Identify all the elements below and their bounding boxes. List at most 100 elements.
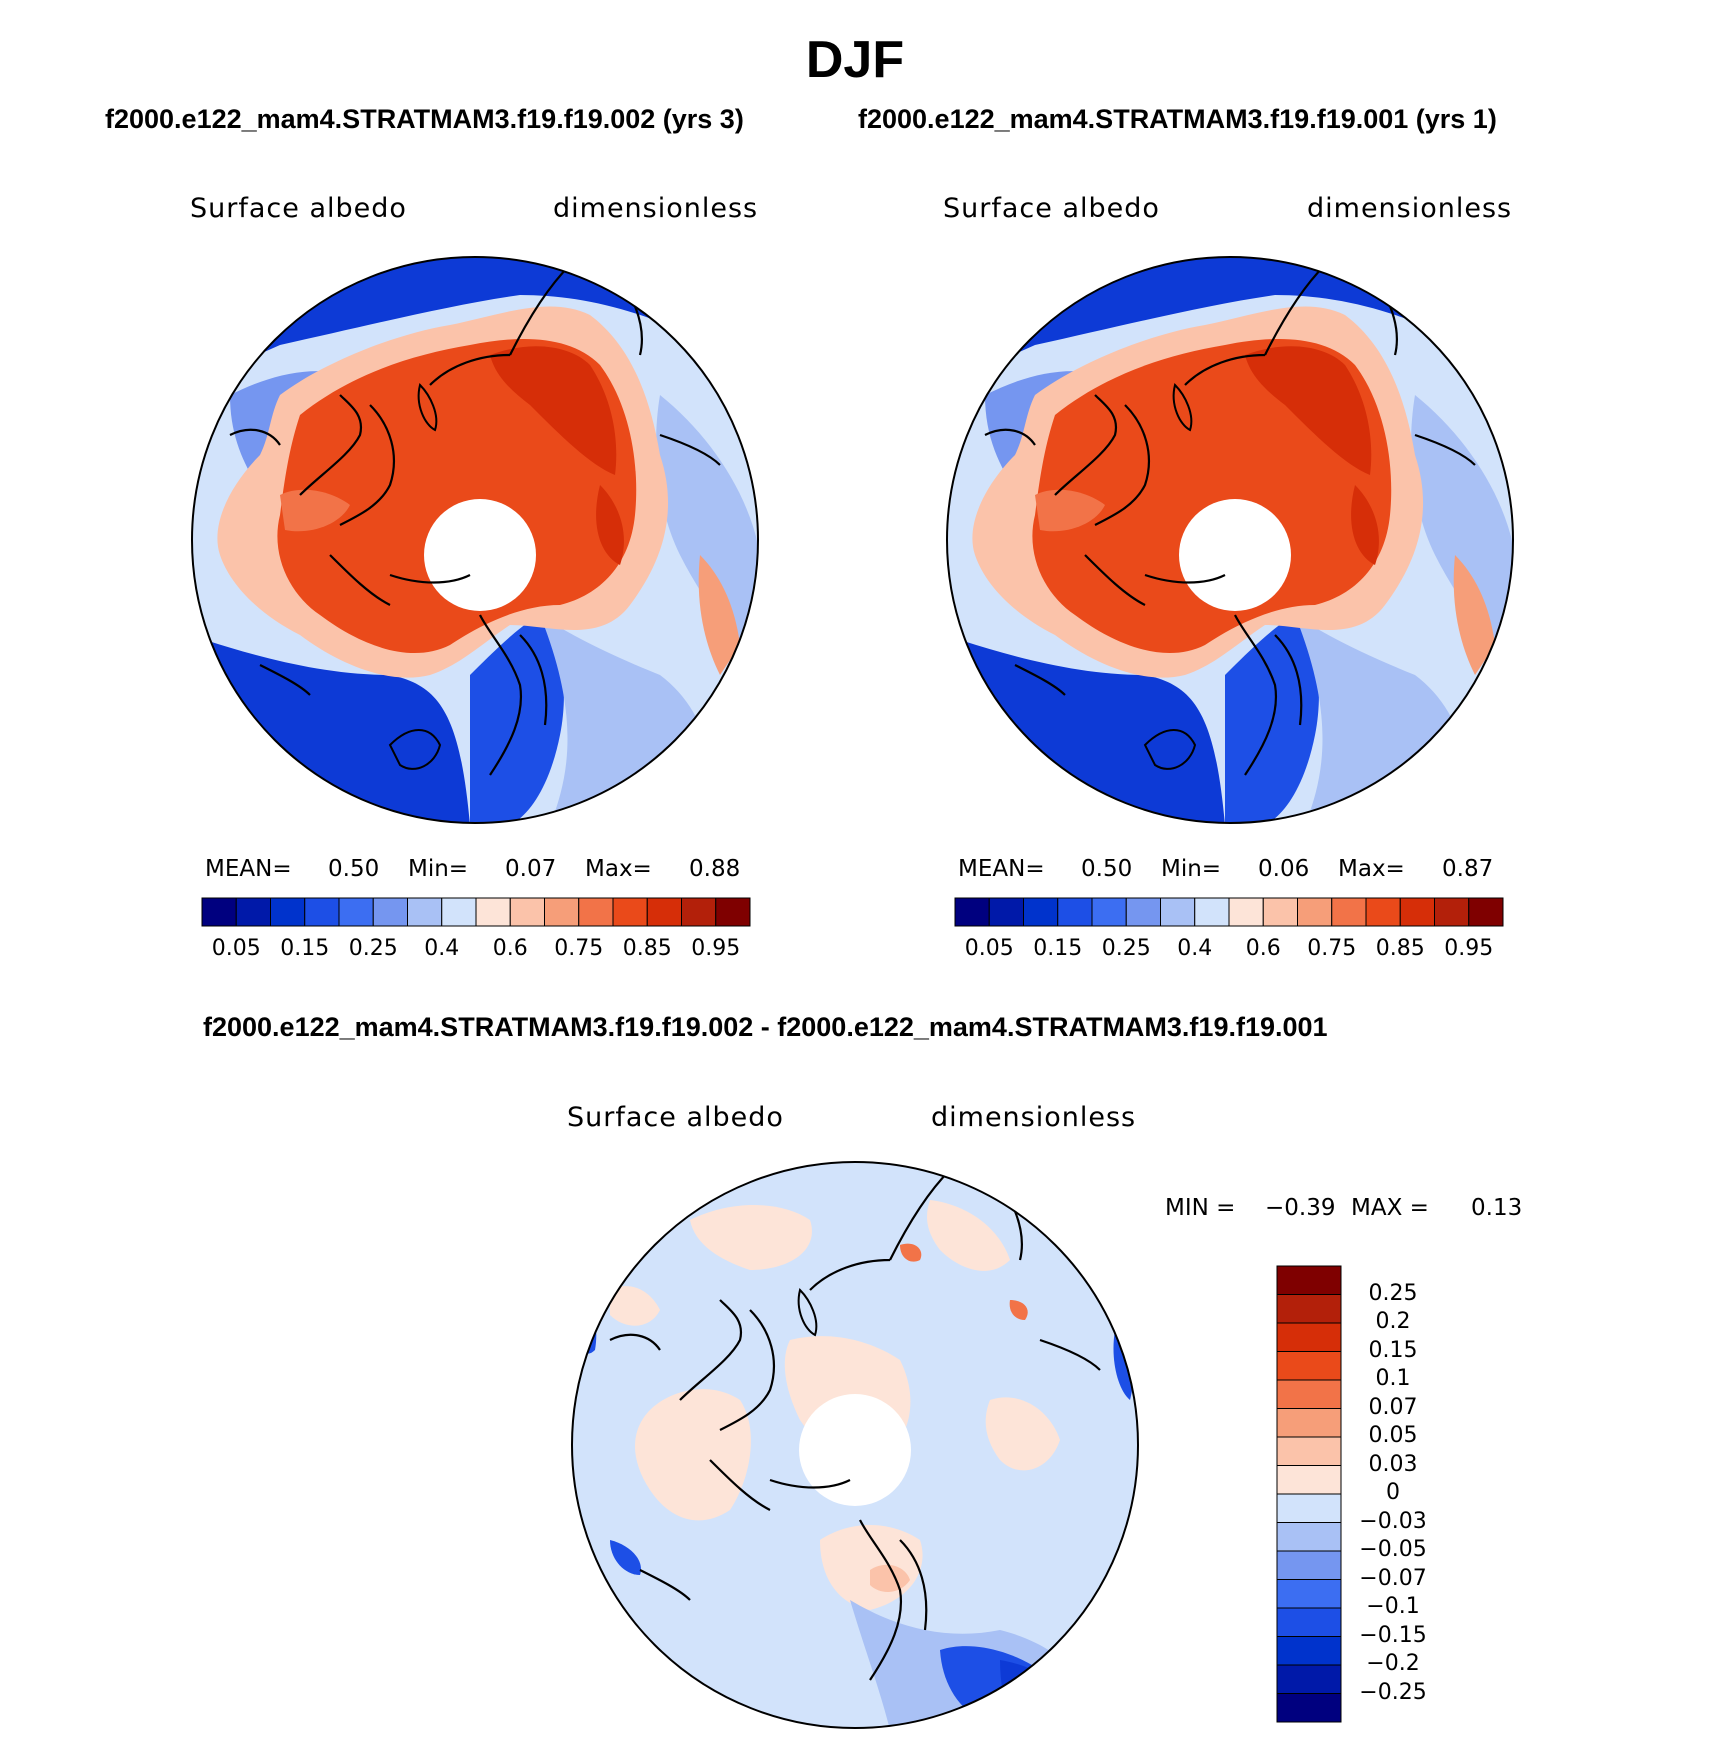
colorbar-swatch: [578, 897, 614, 927]
colorbar-tick-label: 0.05: [1368, 1423, 1418, 1448]
colorbar-case1: [201, 897, 751, 927]
colorbar-swatch: [1276, 1351, 1342, 1381]
case1-min-value: 0.07: [505, 856, 557, 882]
case2-mean-label: MEAN=: [958, 856, 1045, 882]
colorbar-swatch: [544, 897, 580, 927]
colorbar-swatch: [1276, 1379, 1342, 1409]
colorbar-tick-label: −0.03: [1359, 1508, 1427, 1534]
diff-variable-label: Surface albedo: [567, 1102, 784, 1133]
colorbar-swatch: [1276, 1664, 1342, 1694]
colorbar-swatch: [715, 897, 751, 927]
colorbar-swatch: [1276, 1465, 1342, 1495]
colorbar-tick-label: 0.4: [424, 936, 460, 961]
colorbar-tick-label: 0.95: [1444, 936, 1494, 961]
colorbar-tick-label: 0.95: [691, 936, 741, 961]
colorbar-swatch: [988, 897, 1024, 927]
colorbar-swatch: [646, 897, 682, 927]
colorbar-tick-label: 0.15: [1368, 1337, 1418, 1363]
polar-map-difference: [571, 1161, 1139, 1729]
colorbar-swatch: [1331, 897, 1367, 927]
diff-max-value: 0.13: [1471, 1195, 1523, 1221]
colorbar-case2-labels: 0.05 0.15 0.25 0.4 0.6 0.75 0.85 0.95: [955, 936, 1503, 966]
colorbar-swatch: [407, 897, 443, 927]
case1-mean-label: MEAN=: [205, 856, 292, 882]
colorbar-swatch: [1276, 1550, 1342, 1580]
colorbar-tick-label: 0.05: [211, 936, 261, 961]
case1-mean-value: 0.50: [328, 856, 380, 882]
colorbar-swatch: [1091, 897, 1127, 927]
diff-max-label: MAX =: [1351, 1195, 1429, 1221]
case2-mean-value: 0.50: [1081, 856, 1133, 882]
colorbar-swatch: [612, 897, 648, 927]
colorbar-tick-label: −0.2: [1366, 1651, 1420, 1676]
colorbar-swatch: [1276, 1636, 1342, 1666]
case1-max-label: Max=: [585, 856, 652, 882]
diff-title: f2000.e122_mam4.STRATMAM3.f19.f19.002 - …: [203, 1012, 1328, 1042]
colorbar-tick-label: −0.1: [1366, 1594, 1420, 1619]
colorbar-difference: [1276, 1265, 1342, 1723]
colorbar-tick-label: −0.05: [1359, 1537, 1427, 1562]
colorbar-tick-label: 0.6: [1245, 936, 1281, 961]
colorbar-swatch: [1276, 1522, 1342, 1552]
colorbar-swatch: [1434, 897, 1470, 927]
colorbar-case2: [954, 897, 1504, 927]
colorbar-swatch: [1276, 1607, 1342, 1637]
colorbar-swatch: [475, 897, 511, 927]
colorbar-swatch: [1297, 897, 1333, 927]
colorbar-tick-label: −0.15: [1359, 1622, 1427, 1648]
case2-min-label: Min=: [1161, 856, 1222, 882]
case2-min-value: 0.06: [1258, 856, 1310, 882]
case1-variable-label: Surface albedo: [190, 193, 407, 224]
colorbar-tick-label: 0.25: [1368, 1280, 1418, 1306]
case2-max-label: Max=: [1338, 856, 1405, 882]
colorbar-swatch: [1276, 1322, 1342, 1352]
case2-title: f2000.e122_mam4.STRATMAM3.f19.f19.001 (y…: [858, 104, 1497, 134]
colorbar-swatch: [1228, 897, 1264, 927]
colorbar-tick-label: 0.07: [1368, 1394, 1418, 1420]
colorbar-swatch: [304, 897, 340, 927]
colorbar-tick-label: 0.03: [1368, 1451, 1418, 1477]
colorbar-tick-label: 0.05: [964, 936, 1014, 961]
colorbar-tick-label: 0.4: [1177, 936, 1213, 961]
case2-variable-label: Surface albedo: [943, 193, 1160, 224]
page-title: DJF: [805, 31, 905, 89]
case1-min-label: Min=: [408, 856, 469, 882]
colorbar-swatch: [1276, 1408, 1342, 1438]
colorbar-swatch: [1160, 897, 1196, 927]
diff-min-value: −0.39: [1265, 1195, 1336, 1221]
polar-map-case1: [191, 256, 759, 824]
colorbar-tick-label: 0.25: [1101, 936, 1151, 961]
diff-units-label: dimensionless: [931, 1102, 1137, 1133]
colorbar-swatch: [1262, 897, 1298, 927]
colorbar-tick-label: 0.1: [1375, 1366, 1411, 1391]
colorbar-swatch: [954, 897, 990, 927]
colorbar-swatch: [681, 897, 717, 927]
case2-units-label: dimensionless: [1307, 193, 1513, 224]
colorbar-tick-label: 0.15: [1033, 936, 1083, 961]
colorbar-case1-labels: 0.05 0.15 0.25 0.4 0.6 0.75 0.85 0.95: [202, 936, 750, 966]
colorbar-swatch: [1365, 897, 1401, 927]
case1-max-value: 0.88: [689, 856, 741, 882]
colorbar-tick-label: 0.75: [554, 936, 604, 961]
colorbar-swatch: [338, 897, 374, 927]
colorbar-tick-label: 0.2: [1375, 1309, 1411, 1334]
colorbar-swatch: [1057, 897, 1093, 927]
colorbar-tick-label: 0.85: [1375, 936, 1425, 961]
colorbar-swatch: [235, 897, 271, 927]
colorbar-swatch: [1276, 1265, 1342, 1295]
polar-map-case2: [946, 256, 1514, 824]
colorbar-swatch: [1276, 1436, 1342, 1466]
case2-max-value: 0.87: [1442, 856, 1494, 882]
colorbar-swatch: [1276, 1294, 1342, 1324]
colorbar-swatch: [1276, 1493, 1342, 1523]
colorbar-swatch: [1023, 897, 1059, 927]
colorbar-tick-label: 0.15: [280, 936, 330, 961]
colorbar-swatch: [201, 897, 237, 927]
colorbar-swatch: [509, 897, 545, 927]
colorbar-swatch: [441, 897, 477, 927]
colorbar-swatch: [1468, 897, 1504, 927]
colorbar-swatch: [1276, 1693, 1342, 1723]
colorbar-swatch: [1276, 1579, 1342, 1609]
case1-title: f2000.e122_mam4.STRATMAM3.f19.f19.002 (y…: [105, 104, 744, 134]
colorbar-tick-label: −0.07: [1359, 1565, 1427, 1591]
